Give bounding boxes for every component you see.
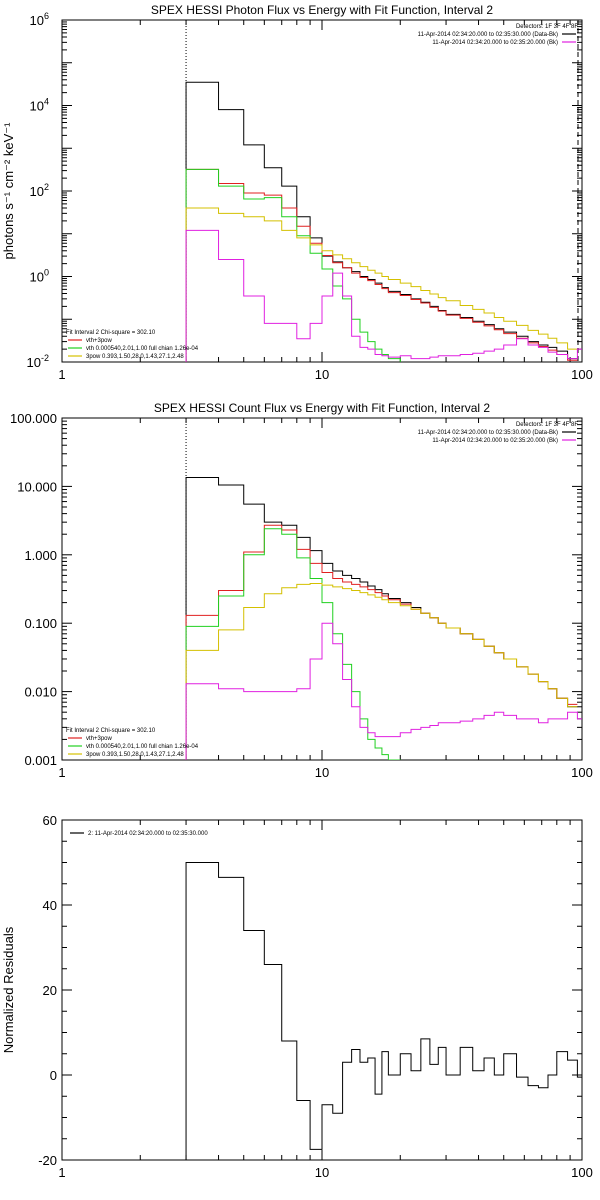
y-tick-label: 20 (43, 983, 57, 998)
y-tick-label: 0.010 (24, 685, 57, 700)
series-line-2 (185, 524, 578, 760)
y-tick-exponent: -2 (41, 353, 49, 363)
legend-text: 3pow 0.393,1.50,28.0,1.43,27.1,2.48 (86, 752, 184, 758)
legend-text: 2: 11-Apr-2014 02:34:20.000 to 02:35:30.… (88, 831, 208, 837)
legend-text: 11-Apr-2014 02:34:20.000 to 02:35:20.000… (432, 40, 558, 46)
y-tick-mantissa: 1.000 (24, 548, 57, 563)
series-line-5 (185, 229, 582, 362)
x-tick-label: 10 (315, 367, 329, 382)
chart-1: SPEX HESSI Photon Flux vs Energy with Fi… (1, 3, 593, 382)
series-line-4 (185, 583, 578, 760)
x-tick-label: 10 (315, 765, 329, 780)
y-tick-mantissa: 10 (30, 184, 44, 199)
series-line-5 (185, 622, 582, 760)
y-tick-exponent: 4 (44, 97, 49, 107)
y-tick-mantissa: 0.001 (24, 753, 57, 768)
legend-text: vth+3pow (86, 338, 113, 344)
legend-text: vth 0.000540,2.01,1.00 full chian 1.26e-… (86, 744, 199, 750)
legend-text: vth+3pow (86, 736, 113, 742)
x-tick-label: 1 (58, 367, 65, 382)
y-tick-label: -20 (38, 1153, 57, 1168)
y-tick-label: 100 (30, 268, 49, 285)
legend-text: Detectors: 1F 3F 4F 8F (516, 24, 578, 30)
y-tick-label: 104 (30, 97, 49, 114)
legend-text: 3pow 0.393,1.50,28.0,1.43,27.1,2.48 (86, 354, 184, 360)
legend-text: 11-Apr-2014 02:34:20.000 to 02:35:30.000… (418, 32, 558, 38)
series-group (185, 862, 582, 1160)
y-tick-label: 1.000 (24, 548, 57, 563)
y-tick-label: 0 (50, 1068, 57, 1083)
y-tick-label: 10-2 (27, 353, 49, 370)
y-tick-label: 106 (30, 11, 49, 28)
y-tick-exponent: 0 (44, 268, 49, 278)
y-tick-mantissa: 10 (27, 355, 41, 370)
series-group (185, 476, 582, 760)
y-tick-mantissa: 0 (50, 1068, 57, 1083)
x-tick-label: 1 (58, 765, 65, 780)
series-group (185, 81, 582, 362)
y-tick-mantissa: 20 (43, 983, 57, 998)
y-tick-exponent: 2 (44, 182, 49, 192)
y-tick-mantissa: 60 (43, 813, 57, 828)
legend-text: Fit Interval 2 Chi-square = 302.10 (66, 728, 156, 734)
series-line-3 (185, 528, 401, 760)
chart-3: 1 10 100 60 40 20 0 -20 Normalized Residuals 2: 1… (1, 813, 593, 1180)
y-tick-mantissa: 40 (43, 898, 57, 913)
y-tick-mantissa: 0.010 (24, 685, 57, 700)
y-tick-exponent: 6 (44, 11, 49, 21)
series-line-1 (185, 476, 578, 760)
y-axis-label: Normalized Residuals (1, 926, 16, 1053)
y-tick-mantissa: 10 (30, 13, 44, 28)
legend-text: Fit Interval 2 Chi-square = 302.10 (66, 330, 156, 336)
y-axis-label: photons s⁻¹ cm⁻² keV⁻¹ (1, 122, 16, 260)
chart-title: SPEX HESSI Photon Flux vs Energy with Fi… (151, 3, 493, 17)
legend-text: 11-Apr-2014 02:34:20.000 to 02:35:20.000… (432, 438, 558, 444)
y-tick-label: 100.000 (10, 411, 57, 426)
x-tick-label: 100 (571, 367, 593, 382)
series-line-3 (185, 168, 401, 362)
series-line-4 (185, 207, 578, 362)
y-tick-label: 60 (43, 813, 57, 828)
x-tick-label: 10 (315, 1165, 329, 1180)
legend-text: vth 0.000540,2.01,1.00 full chian 1.26e-… (86, 346, 199, 352)
y-tick-label: 10.000 (17, 479, 57, 494)
x-tick-label: 1 (58, 1165, 65, 1180)
y-tick-mantissa: -20 (38, 1153, 57, 1168)
y-tick-mantissa: 10 (30, 99, 44, 114)
y-tick-label: 0.001 (24, 753, 57, 768)
x-tick-label: 100 (571, 765, 593, 780)
y-tick-label: 0.100 (24, 616, 57, 631)
y-tick-mantissa: 10 (30, 270, 44, 285)
y-tick-mantissa: 0.100 (24, 616, 57, 631)
legend-text: 11-Apr-2014 02:34:20.000 to 02:35:30.000… (418, 430, 558, 436)
y-tick-mantissa: 100.000 (10, 411, 57, 426)
y-tick-label: 102 (30, 182, 49, 199)
legend-text: Detectors: 1F 3F 4F 8F (516, 422, 578, 428)
chart-title: SPEX HESSI Count Flux vs Energy with Fit… (154, 401, 490, 415)
y-tick-mantissa: 10.000 (17, 479, 57, 494)
series-line-1 (185, 862, 582, 1160)
y-tick-label: 40 (43, 898, 57, 913)
series-line-1 (185, 81, 578, 362)
series-line-2 (185, 168, 578, 362)
chart-2: SPEX HESSI Count Flux vs Energy with Fit… (10, 401, 593, 780)
x-tick-label: 100 (571, 1165, 593, 1180)
